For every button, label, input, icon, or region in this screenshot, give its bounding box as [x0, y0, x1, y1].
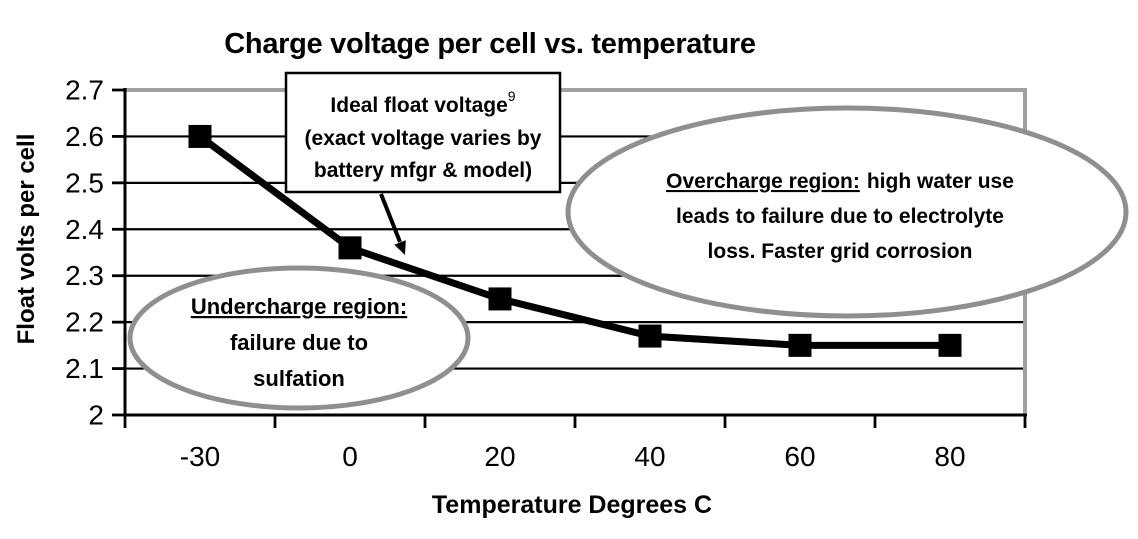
callout-superscript: 9: [508, 88, 516, 104]
callout-arrow-head: [394, 240, 406, 255]
data-point-marker: [188, 124, 212, 148]
ideal-float-voltage-callout: Ideal float voltage9 (exact voltage vari…: [284, 71, 562, 255]
y-tick-label: 2.7: [65, 75, 104, 106]
callout-line1-text: Ideal float voltage: [330, 94, 507, 117]
data-point-marker: [788, 333, 812, 357]
y-axis-ticks: [112, 88, 125, 417]
y-tick-label: 2.6: [65, 121, 104, 152]
data-point-marker: [488, 287, 512, 311]
x-tick-label: 80: [934, 441, 965, 472]
x-axis-ticks: [123, 415, 1027, 428]
overcharge-line2: leads to failure due to electrolyte: [676, 205, 1004, 228]
undercharge-line2: failure due to: [230, 330, 368, 355]
undercharge-ellipse: [127, 265, 471, 411]
y-tick-label: 2.3: [65, 260, 104, 291]
x-tick-label: 40: [634, 441, 665, 472]
callout-line1: Ideal float voltage9: [330, 88, 515, 117]
undercharge-region-callout: Undercharge region: failure due to sulfa…: [127, 265, 471, 411]
x-tick-label: 20: [484, 441, 515, 472]
y-tick-label: 2.2: [65, 307, 104, 338]
x-tick-label: -30: [180, 441, 220, 472]
callout-box: [284, 71, 562, 194]
y-tick-label: 2.1: [65, 353, 104, 384]
x-axis-labels: -30 0 20 40 60 80: [180, 441, 966, 472]
overcharge-line1-rest: high water use: [867, 170, 1014, 193]
callout-line2: (exact voltage varies by: [305, 127, 542, 150]
y-tick-label: 2.4: [65, 214, 104, 245]
data-point-marker: [938, 333, 962, 357]
chart-title: Charge voltage per cell vs. temperature: [224, 28, 756, 60]
data-point-marker: [338, 236, 362, 260]
y-axis-labels: 2.7 2.6 2.5 2.4 2.3 2.2 2.1 2: [65, 75, 104, 431]
overcharge-region-callout: Overcharge region: high water use leads t…: [565, 105, 1129, 319]
undercharge-line3: sulfation: [253, 366, 345, 391]
undercharge-line1: Undercharge region:: [191, 294, 407, 319]
y-axis-title: Float volts per cell: [13, 134, 40, 345]
overcharge-line1-underlined: Overcharge region:: [666, 170, 860, 193]
callout-arrow-shaft: [379, 193, 402, 243]
y-tick-label: 2.5: [65, 167, 104, 198]
x-axis-title: Temperature Degrees C: [432, 491, 712, 519]
overcharge-line3: loss. Faster grid corrosion: [708, 240, 973, 263]
overcharge-ellipse: [565, 105, 1129, 319]
float-voltage-series: [188, 124, 962, 357]
x-tick-label: 60: [784, 441, 815, 472]
data-point-marker: [638, 324, 662, 348]
y-tick-label: 2: [88, 400, 104, 431]
series-line: [197, 133, 950, 349]
x-tick-label: 0: [342, 441, 358, 472]
overcharge-line1: Overcharge region: high water use: [666, 170, 1014, 193]
callout-line3: battery mfgr & model): [314, 159, 532, 182]
